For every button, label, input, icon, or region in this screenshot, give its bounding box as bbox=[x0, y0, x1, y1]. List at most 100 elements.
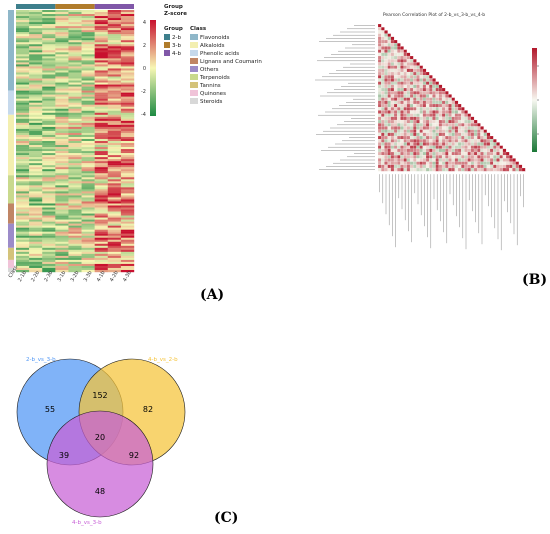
correlation-cell bbox=[387, 100, 391, 105]
heatmap-cell bbox=[81, 64, 95, 67]
heatmap-cell bbox=[94, 149, 108, 152]
correlation-cell bbox=[381, 103, 385, 108]
heatmap-cell bbox=[68, 149, 82, 152]
correlation-cell bbox=[457, 164, 462, 169]
heatmap-cell bbox=[68, 68, 82, 71]
correlation-cell bbox=[441, 91, 446, 95]
correlation-cell bbox=[384, 100, 388, 105]
correlation-cell bbox=[384, 68, 388, 73]
correlation-cell bbox=[384, 52, 388, 57]
correlation-cell bbox=[438, 116, 443, 121]
correlation-cell bbox=[400, 55, 404, 60]
heatmap-cell bbox=[29, 249, 43, 253]
correlation-cell bbox=[432, 119, 436, 124]
heatmap-cell bbox=[68, 175, 82, 178]
correlation-cell bbox=[429, 84, 433, 89]
correlation-cell bbox=[390, 148, 395, 153]
heatmap-cell bbox=[29, 128, 43, 132]
heatmap-cell bbox=[107, 92, 122, 95]
correlation-cell bbox=[461, 135, 465, 140]
correlation-cell bbox=[457, 135, 462, 140]
heatmap-cell bbox=[120, 104, 135, 107]
heatmap-cell bbox=[107, 263, 122, 267]
heatmap-cell bbox=[81, 10, 95, 13]
correlation-cell bbox=[413, 107, 417, 111]
correlation-cell bbox=[448, 132, 452, 137]
correlation-cell bbox=[403, 167, 407, 172]
heatmap-cell bbox=[29, 102, 43, 105]
correlation-cell bbox=[381, 139, 385, 143]
group-bar-4-b bbox=[94, 4, 134, 9]
correlation-cell bbox=[377, 113, 382, 117]
heatmap-cell bbox=[81, 163, 95, 166]
correlation-cell bbox=[454, 100, 459, 105]
correlation-cell bbox=[489, 161, 494, 165]
correlation-cell bbox=[435, 123, 439, 127]
heatmap-cell bbox=[42, 124, 56, 128]
correlation-cell bbox=[422, 87, 427, 92]
heatmap-cell bbox=[16, 54, 30, 57]
correlation-cell bbox=[400, 145, 404, 149]
correlation-cell bbox=[416, 132, 420, 137]
correlation-cell bbox=[406, 103, 411, 108]
correlation-cell bbox=[454, 103, 459, 108]
heatmap-cell bbox=[120, 42, 135, 45]
correlation-cell bbox=[387, 87, 391, 92]
correlation-cell bbox=[477, 161, 481, 165]
correlation-cell bbox=[429, 103, 433, 108]
correlation-cell bbox=[419, 164, 423, 169]
correlation-cell bbox=[435, 148, 439, 153]
correlation-cell bbox=[441, 119, 446, 124]
heatmap-cell bbox=[55, 173, 69, 176]
heatmap-cell bbox=[42, 38, 56, 41]
heatmap-cell bbox=[107, 261, 122, 265]
venn-count-all: 20 bbox=[95, 433, 105, 442]
correlation-cell bbox=[397, 129, 401, 133]
venn-set-label-b: 4-b_vs_2-b bbox=[148, 357, 178, 363]
heatmap-cell bbox=[68, 237, 82, 240]
heatmap-cell bbox=[94, 247, 108, 251]
heatmap-cell bbox=[55, 114, 69, 118]
correlation-cell bbox=[403, 139, 407, 143]
heatmap-cell bbox=[81, 207, 95, 210]
heatmap-cell bbox=[42, 122, 56, 126]
correlation-cell bbox=[409, 107, 414, 111]
heatmap-cell bbox=[120, 100, 135, 103]
heatmap-cell bbox=[68, 108, 82, 111]
heatmap-cell bbox=[16, 249, 30, 253]
heatmap-cell bbox=[68, 241, 82, 244]
heatmap-cell bbox=[16, 116, 30, 120]
correlation-cell bbox=[387, 62, 391, 66]
heatmap-cell bbox=[107, 189, 122, 192]
heatmap-cell bbox=[42, 56, 56, 59]
correlation-cell bbox=[438, 113, 443, 117]
heatmap-cell bbox=[55, 197, 69, 200]
heatmap-cell bbox=[29, 46, 43, 49]
heatmap-cell bbox=[68, 56, 82, 59]
correlation-cell bbox=[486, 151, 491, 156]
heatmap-cell bbox=[81, 62, 95, 65]
correlation-cell bbox=[384, 33, 388, 37]
heatmap-cell bbox=[68, 26, 82, 29]
correlation-cell bbox=[384, 135, 388, 140]
heatmap-cell bbox=[42, 110, 56, 113]
heatmap-cell bbox=[107, 116, 122, 120]
correlation-cell bbox=[377, 46, 382, 50]
correlation-cell bbox=[464, 161, 468, 165]
heatmap-cell bbox=[120, 231, 135, 234]
heatmap-cell bbox=[29, 50, 43, 53]
correlation-cell bbox=[451, 161, 455, 165]
heatmap-cell bbox=[68, 28, 82, 31]
correlation-cell bbox=[461, 110, 465, 114]
correlation-cell bbox=[390, 71, 395, 76]
heatmap-cell bbox=[68, 145, 82, 148]
heatmap-cell bbox=[68, 106, 82, 109]
correlation-cell bbox=[406, 126, 411, 130]
correlation-cell bbox=[445, 164, 449, 169]
heatmap-cell bbox=[68, 221, 82, 224]
zscore-ticks: 420-2-4 bbox=[141, 20, 146, 118]
correlation-cell bbox=[432, 126, 436, 130]
heatmap-cell bbox=[120, 239, 135, 242]
heatmap-cell bbox=[42, 261, 56, 265]
heatmap-cell bbox=[81, 92, 95, 95]
